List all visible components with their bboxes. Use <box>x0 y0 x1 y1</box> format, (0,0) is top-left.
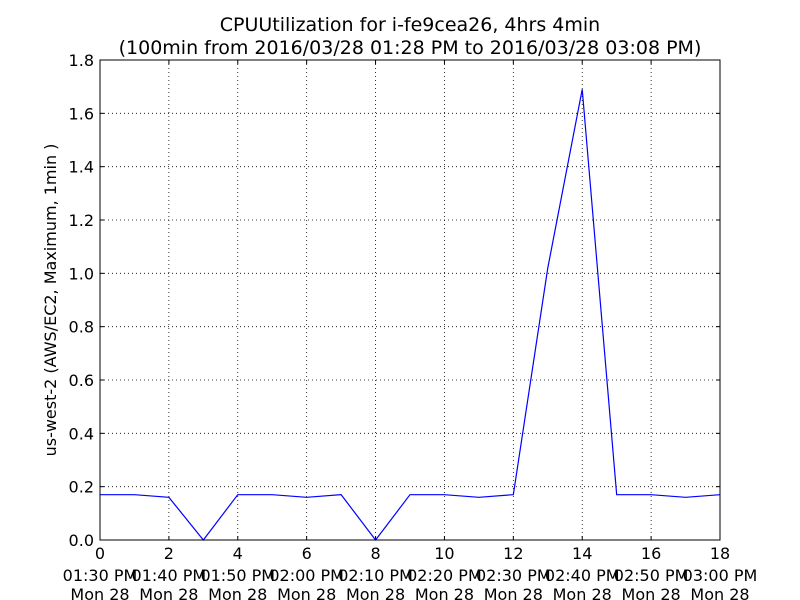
x-tick-date-label-4: Mon 28 <box>346 585 405 600</box>
chart-subtitle: (100min from 2016/03/28 01:28 PM to 2016… <box>119 37 702 59</box>
x-tick-label-3: 6 <box>302 544 312 563</box>
x-tick-date-label-3: Mon 28 <box>277 585 336 600</box>
x-tick-label-0: 0 <box>95 544 105 563</box>
y-tick-label-2: 0.4 <box>69 424 94 443</box>
x-tick-time-label-6: 02:30 PM <box>476 566 551 585</box>
x-tick-time-label-5: 02:20 PM <box>407 566 482 585</box>
chart-title: CPUUtilization for i-fe9cea26, 4hrs 4min <box>220 14 600 36</box>
x-tick-label-9: 18 <box>710 544 730 563</box>
x-tick-time-label-8: 02:50 PM <box>614 566 689 585</box>
x-tick-date-label-2: Mon 28 <box>208 585 267 600</box>
x-tick-label-2: 4 <box>233 544 243 563</box>
x-tick-label-6: 12 <box>503 544 523 563</box>
x-tick-time-label-0: 01:30 PM <box>63 566 138 585</box>
x-tick-label-4: 8 <box>370 544 380 563</box>
y-tick-label-0: 0.0 <box>69 531 94 550</box>
y-tick-label-3: 0.6 <box>69 371 94 390</box>
x-tick-date-label-8: Mon 28 <box>622 585 681 600</box>
x-tick-date-label-7: Mon 28 <box>553 585 612 600</box>
y-tick-label-6: 1.2 <box>69 211 94 230</box>
x-tick-date-label-1: Mon 28 <box>139 585 198 600</box>
x-tick-date-label-5: Mon 28 <box>415 585 474 600</box>
y-tick-label-4: 0.8 <box>69 318 94 337</box>
x-tick-label-1: 2 <box>164 544 174 563</box>
x-tick-time-label-7: 02:40 PM <box>545 566 620 585</box>
x-tick-date-label-0: Mon 28 <box>70 585 129 600</box>
y-axis-label: us-west-2 (AWS/EC2, Maximum, 1min ) <box>41 144 60 457</box>
x-tick-time-label-3: 02:00 PM <box>269 566 344 585</box>
x-tick-label-5: 10 <box>434 544 454 563</box>
x-tick-time-label-1: 01:40 PM <box>132 566 207 585</box>
x-tick-date-label-6: Mon 28 <box>484 585 543 600</box>
y-tick-label-5: 1.0 <box>69 264 94 283</box>
x-tick-time-label-4: 02:10 PM <box>338 566 413 585</box>
x-tick-time-label-9: 03:00 PM <box>683 566 758 585</box>
grid <box>100 60 720 540</box>
y-tick-label-1: 0.2 <box>69 478 94 497</box>
x-tick-label-7: 14 <box>572 544 592 563</box>
y-tick-label-8: 1.6 <box>69 104 94 123</box>
x-tick-date-label-9: Mon 28 <box>690 585 749 600</box>
y-tick-label-7: 1.4 <box>69 158 94 177</box>
y-tick-label-9: 1.8 <box>69 51 94 70</box>
x-tick-time-label-2: 01:50 PM <box>200 566 275 585</box>
x-tick-label-8: 16 <box>641 544 661 563</box>
plot-frame <box>99 59 721 541</box>
